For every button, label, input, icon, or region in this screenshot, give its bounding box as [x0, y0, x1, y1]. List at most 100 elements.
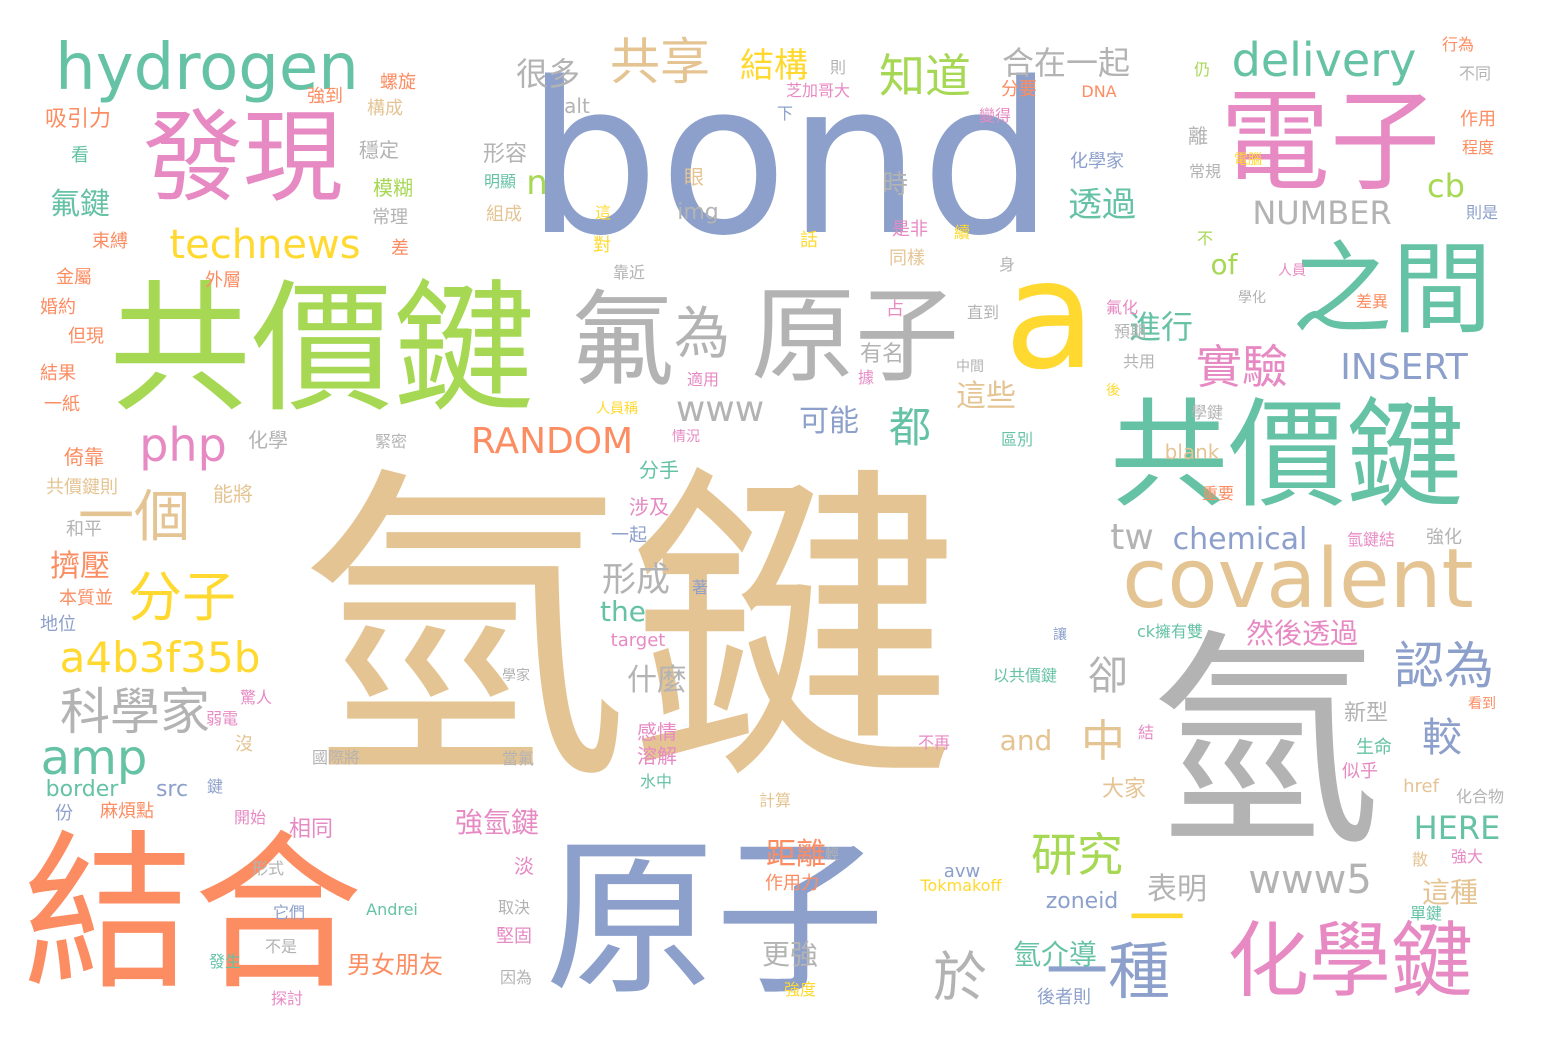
- word: 研究: [1031, 828, 1123, 882]
- word: 形成: [602, 560, 670, 600]
- word: 原子: [544, 821, 886, 1019]
- word: 什麼: [627, 663, 687, 698]
- word: 氫鍵結: [1346, 530, 1396, 549]
- word: 穩定: [359, 138, 399, 162]
- word: covalent: [1122, 532, 1474, 627]
- word: 透過: [1068, 185, 1136, 225]
- word: 相同: [288, 817, 334, 842]
- word: 學化: [1238, 290, 1266, 306]
- word: 人員稱: [596, 401, 638, 417]
- word: 外層: [205, 270, 241, 291]
- word: 生命: [1356, 737, 1392, 758]
- word: 本質並: [59, 588, 113, 609]
- word: HERE: [1413, 809, 1501, 847]
- word: 探討: [270, 989, 304, 1008]
- word: 男女朋友: [347, 951, 443, 979]
- word: 模糊: [373, 176, 413, 200]
- word: 適用: [686, 370, 720, 389]
- word: 化合物: [1455, 787, 1505, 806]
- word: ck擁有雙: [1136, 622, 1204, 641]
- word: 共享: [610, 33, 710, 91]
- word: 強到: [307, 86, 343, 107]
- word: 情況: [672, 429, 700, 445]
- word: 之間: [1292, 231, 1492, 348]
- word: 構成: [367, 98, 403, 119]
- word: 形式: [251, 859, 285, 878]
- word: bond: [525, 37, 1055, 282]
- word: 靠近: [612, 263, 646, 282]
- word: 發生: [208, 952, 242, 971]
- word: target: [610, 630, 666, 651]
- word: 份: [55, 803, 73, 824]
- word: src: [155, 777, 189, 802]
- word: 麻煩點: [100, 801, 154, 822]
- word: 距離: [766, 837, 826, 872]
- word: 分子: [128, 566, 236, 629]
- word: border: [45, 777, 119, 802]
- word: 著: [691, 578, 709, 597]
- word: 對: [593, 235, 611, 256]
- word: 分要: [1001, 79, 1037, 100]
- word: www5: [1248, 857, 1372, 903]
- word: 認為: [1394, 637, 1494, 695]
- word: Andrei: [366, 900, 418, 919]
- word: 一紙: [44, 394, 80, 415]
- word: 強化: [1426, 527, 1462, 548]
- word: 輕: [825, 847, 839, 863]
- word: 眼: [684, 165, 704, 189]
- word: 續: [953, 223, 971, 242]
- word: 話: [800, 230, 818, 251]
- word: 共價鍵: [109, 267, 535, 432]
- word: 一: [1129, 887, 1185, 952]
- word: 為: [674, 302, 730, 367]
- word: 當氟: [501, 749, 535, 768]
- word: 可能: [799, 404, 859, 439]
- word: 但現: [68, 326, 104, 347]
- word: 感情: [637, 720, 677, 744]
- word: 行為: [1441, 35, 1475, 54]
- word: a4b3f35b: [59, 633, 261, 682]
- word: 則: [829, 58, 847, 77]
- word: 實驗: [1196, 340, 1288, 394]
- word: 後者則: [1037, 987, 1091, 1008]
- word: 組成: [486, 204, 522, 225]
- word: 化學: [248, 428, 288, 452]
- word: 因為: [499, 968, 533, 987]
- word: 是非: [892, 219, 928, 240]
- word: 則是: [1465, 203, 1499, 222]
- word: DNA: [1081, 82, 1117, 101]
- word: of: [1210, 248, 1238, 281]
- word: 倚靠: [64, 445, 104, 469]
- word: 散: [1411, 850, 1429, 869]
- word: 不同: [1458, 64, 1492, 83]
- word: 明顯: [483, 172, 517, 191]
- word: 都: [888, 403, 932, 452]
- word: 作用: [1460, 109, 1496, 130]
- word: 變得: [978, 106, 1012, 125]
- word: 能將: [213, 482, 253, 506]
- word: chemical: [1172, 522, 1308, 557]
- word: 新型: [1343, 701, 1389, 726]
- word: 氟化: [1105, 298, 1139, 317]
- word: 電腦: [1234, 152, 1262, 168]
- word: 重要: [1201, 484, 1235, 503]
- word: 形容: [482, 142, 528, 167]
- word: 結果: [40, 363, 76, 384]
- word: 表明: [1147, 872, 1207, 907]
- word: 婚約: [40, 297, 76, 318]
- word: 這些: [956, 379, 1016, 414]
- word: hydrogen: [55, 31, 359, 105]
- word: 沒: [235, 734, 253, 755]
- word: 計算: [758, 791, 792, 810]
- word: 較: [1422, 715, 1462, 761]
- word: 似乎: [1342, 761, 1378, 782]
- word: 身: [998, 255, 1016, 274]
- word: 知道: [879, 49, 971, 103]
- word: 常規: [1188, 162, 1222, 181]
- word: 不是: [264, 937, 298, 956]
- word: 看到: [1468, 696, 1496, 712]
- word: 據: [857, 368, 875, 387]
- word: 作用力: [765, 873, 819, 894]
- word: 氫介導: [1012, 938, 1098, 971]
